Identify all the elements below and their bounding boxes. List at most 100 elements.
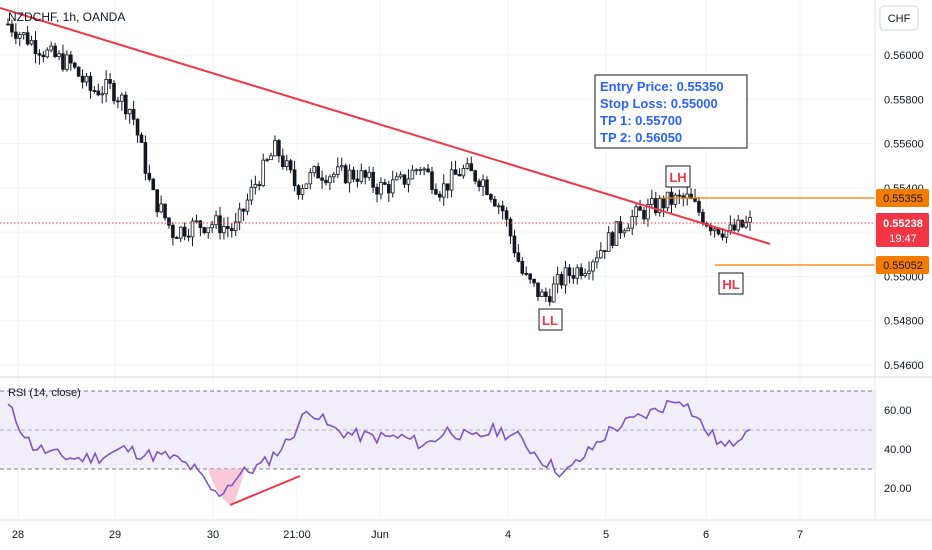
current-price-badge[interactable]	[876, 213, 929, 247]
candle-body	[229, 228, 234, 232]
annotation-tp2: TP 2: 0.56050	[600, 130, 682, 145]
hl-label-box[interactable]	[718, 272, 744, 295]
candle-body	[222, 226, 226, 234]
candle-body	[375, 186, 379, 195]
candle-body	[343, 165, 348, 184]
candle-body	[139, 134, 144, 143]
candle-body	[736, 219, 741, 231]
candle-body	[748, 217, 752, 223]
candle-body	[587, 270, 591, 274]
trend-line[interactable]	[0, 7, 771, 245]
candle-body	[367, 171, 371, 178]
candle-body	[194, 220, 199, 223]
candle-body	[300, 187, 305, 196]
candle-body	[536, 282, 540, 297]
candle-body	[288, 160, 293, 171]
candle-body	[477, 180, 481, 187]
candle-body	[202, 227, 207, 234]
candle-body	[312, 166, 317, 174]
candle-body	[182, 226, 187, 237]
candle-body	[728, 224, 733, 232]
lh-label: LH	[669, 170, 686, 185]
candle-body	[277, 140, 281, 157]
candle-body	[461, 167, 466, 177]
candle-body	[147, 172, 152, 180]
symbol-title[interactable]: NZDCHF, 1h, OANDA	[8, 10, 125, 24]
lh-label-box[interactable]	[665, 165, 691, 188]
candle-body	[226, 226, 230, 229]
candle-body	[261, 159, 265, 187]
candle-body	[351, 169, 356, 180]
candle-body	[273, 140, 277, 157]
candle-body	[716, 228, 721, 235]
candle-body	[567, 267, 572, 276]
candle-body	[402, 174, 407, 185]
candle-body	[473, 170, 477, 182]
candle-body	[253, 184, 258, 188]
candle-body	[563, 267, 568, 286]
candle-body	[159, 203, 163, 213]
candle-body	[422, 168, 426, 171]
candle-body	[465, 163, 470, 169]
candle-body	[151, 178, 156, 191]
current-price-value: 0.55238	[883, 218, 923, 230]
candle-body	[418, 169, 423, 171]
candle-body	[332, 173, 336, 178]
candle-body	[453, 169, 458, 175]
rsi-trend-line[interactable]	[229, 475, 301, 506]
price-axis[interactable]: 0.560000.558000.556000.554000.552000.550…	[884, 50, 924, 372]
candle-body	[701, 211, 705, 224]
candle-body	[520, 261, 525, 274]
candle-body	[347, 169, 352, 184]
candle-body	[653, 198, 658, 214]
annotation-tp1: TP 1: 0.55700	[600, 113, 682, 128]
candle-body	[308, 172, 313, 185]
candle-body	[449, 169, 454, 191]
time-tick-label: Jun	[371, 529, 389, 541]
candle-body	[500, 205, 505, 212]
price-tick-label: 0.55800	[884, 94, 924, 106]
annotation-box[interactable]	[594, 74, 748, 149]
rsi-tick-label: 40.00	[884, 444, 912, 456]
candle-body	[481, 179, 485, 187]
candle-body	[528, 273, 532, 280]
time-axis[interactable]: 28 29 30 21:00 Jun 4 5 6 7	[12, 529, 803, 541]
candle-body	[626, 227, 631, 232]
rsi-title[interactable]: RSI (14, close)	[8, 387, 81, 399]
candlestick-series	[6, 18, 752, 307]
currency-label: CHF	[888, 13, 911, 25]
candle-body	[72, 62, 77, 68]
candle-body	[504, 210, 509, 220]
hl-label: HL	[722, 277, 739, 292]
rsi-tick-label: 20.00	[884, 483, 912, 495]
candle-body	[10, 23, 14, 33]
candle-body	[665, 191, 670, 209]
candle-body	[583, 273, 587, 277]
candle-body	[112, 82, 116, 102]
candle-body	[540, 291, 544, 297]
candle-countdown: 19:47	[889, 233, 917, 245]
candle-body	[335, 166, 340, 175]
candle-body	[206, 227, 211, 234]
candle-body	[693, 198, 697, 202]
candle-body	[516, 252, 521, 262]
candle-body	[489, 194, 493, 200]
time-tick-label: 29	[109, 529, 121, 541]
lower-level-badge[interactable]	[876, 256, 929, 274]
candle-body	[237, 208, 242, 223]
upper-level-badge[interactable]	[876, 189, 929, 207]
candle-body	[100, 93, 105, 96]
candle-body	[379, 182, 383, 195]
candle-body	[61, 53, 65, 70]
candle-body	[591, 261, 595, 272]
currency-button[interactable]	[879, 5, 919, 31]
ll-label-box[interactable]	[538, 308, 563, 331]
candle-body	[441, 183, 446, 198]
price-tick-label: 0.55000	[884, 271, 924, 283]
candle-body	[457, 174, 462, 177]
candle-body	[638, 206, 642, 211]
candle-body	[328, 176, 332, 184]
candle-body	[661, 198, 666, 209]
rsi-axis[interactable]: 60.00 40.00 20.00	[884, 405, 912, 495]
